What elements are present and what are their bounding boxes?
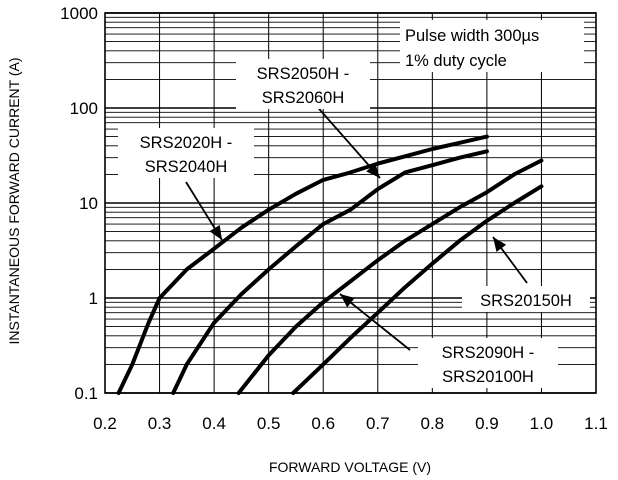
- x-tick-label: 0.5: [257, 414, 281, 433]
- data-series: [116, 134, 544, 395]
- annotation-background: [118, 128, 254, 178]
- x-tick-label: 0.3: [148, 414, 172, 433]
- y-tick-label: 10: [79, 194, 98, 213]
- y-tick-label: 1000: [60, 4, 98, 23]
- annotation-text: SRS2050H -: [257, 65, 350, 83]
- annotation-text: 1% duty cycle: [405, 52, 507, 70]
- x-axis-tick-labels: 0.2 0.3 0.4 0.5 0.6 0.7 0.8 0.9 1.0 1.1: [93, 414, 608, 433]
- annotation-label: Pulse width 300µs 1% duty cycle: [400, 20, 584, 72]
- y-tick-label: 100: [70, 99, 98, 118]
- annotation-text: SRS20100H: [442, 368, 534, 386]
- annotation-label: SRS2050H - SRS2060H: [236, 59, 370, 109]
- series-curve: [291, 184, 544, 395]
- x-tick-label: 0.6: [311, 414, 335, 433]
- arrow-head: [340, 294, 355, 308]
- annotation-background: [418, 338, 558, 388]
- arrow-head: [493, 237, 507, 252]
- series-curve: [171, 149, 489, 395]
- annotation-text: SRS2020H -: [140, 134, 233, 152]
- arrow-head: [366, 163, 380, 178]
- x-tick-label: 1.1: [584, 414, 608, 433]
- y-axis-tick-labels: 0.1 1 10 100 1000: [60, 4, 98, 403]
- x-tick-label: 0.2: [93, 414, 117, 433]
- x-tick-label: 0.8: [421, 414, 445, 433]
- annotation-text: SRS20150H: [480, 292, 572, 310]
- annotation-label: SRS2020H - SRS2040H: [118, 128, 254, 178]
- annotation-text: SRS2090H -: [442, 344, 535, 362]
- annotation-boxes: Pulse width 300µs 1% duty cycle SRS2050H -…: [118, 20, 590, 388]
- x-tick-label: 0.9: [475, 414, 499, 433]
- x-tick-label: 1.0: [530, 414, 554, 433]
- x-tick-label: 0.7: [366, 414, 390, 433]
- annotation-text: SRS2040H: [145, 158, 228, 176]
- y-axis-title: INSTANTANEOUS FORWARD CURRENT (A): [6, 57, 22, 344]
- annotation-background: [462, 286, 590, 312]
- annotation-background: [236, 59, 370, 109]
- annotation-text: SRS2060H: [262, 89, 345, 107]
- x-axis-title: FORWARD VOLTAGE (V): [269, 459, 431, 475]
- plot-area-frame: [104, 12, 597, 394]
- series-curve: [116, 134, 489, 395]
- annotation-label: SRS20150H: [462, 286, 590, 312]
- annotation-text: Pulse width 300µs: [405, 27, 539, 45]
- y-tick-label: 1: [89, 289, 98, 308]
- arrow-line: [339, 293, 411, 351]
- annotation-label: SRS2090H - SRS20100H: [418, 338, 558, 388]
- series-curve: [236, 158, 544, 395]
- annotation-arrows: [185, 93, 528, 351]
- x-tick-label: 0.4: [202, 414, 226, 433]
- arrow-head: [209, 224, 222, 240]
- annotation-background: [400, 20, 584, 72]
- y-tick-label: 0.1: [74, 384, 98, 403]
